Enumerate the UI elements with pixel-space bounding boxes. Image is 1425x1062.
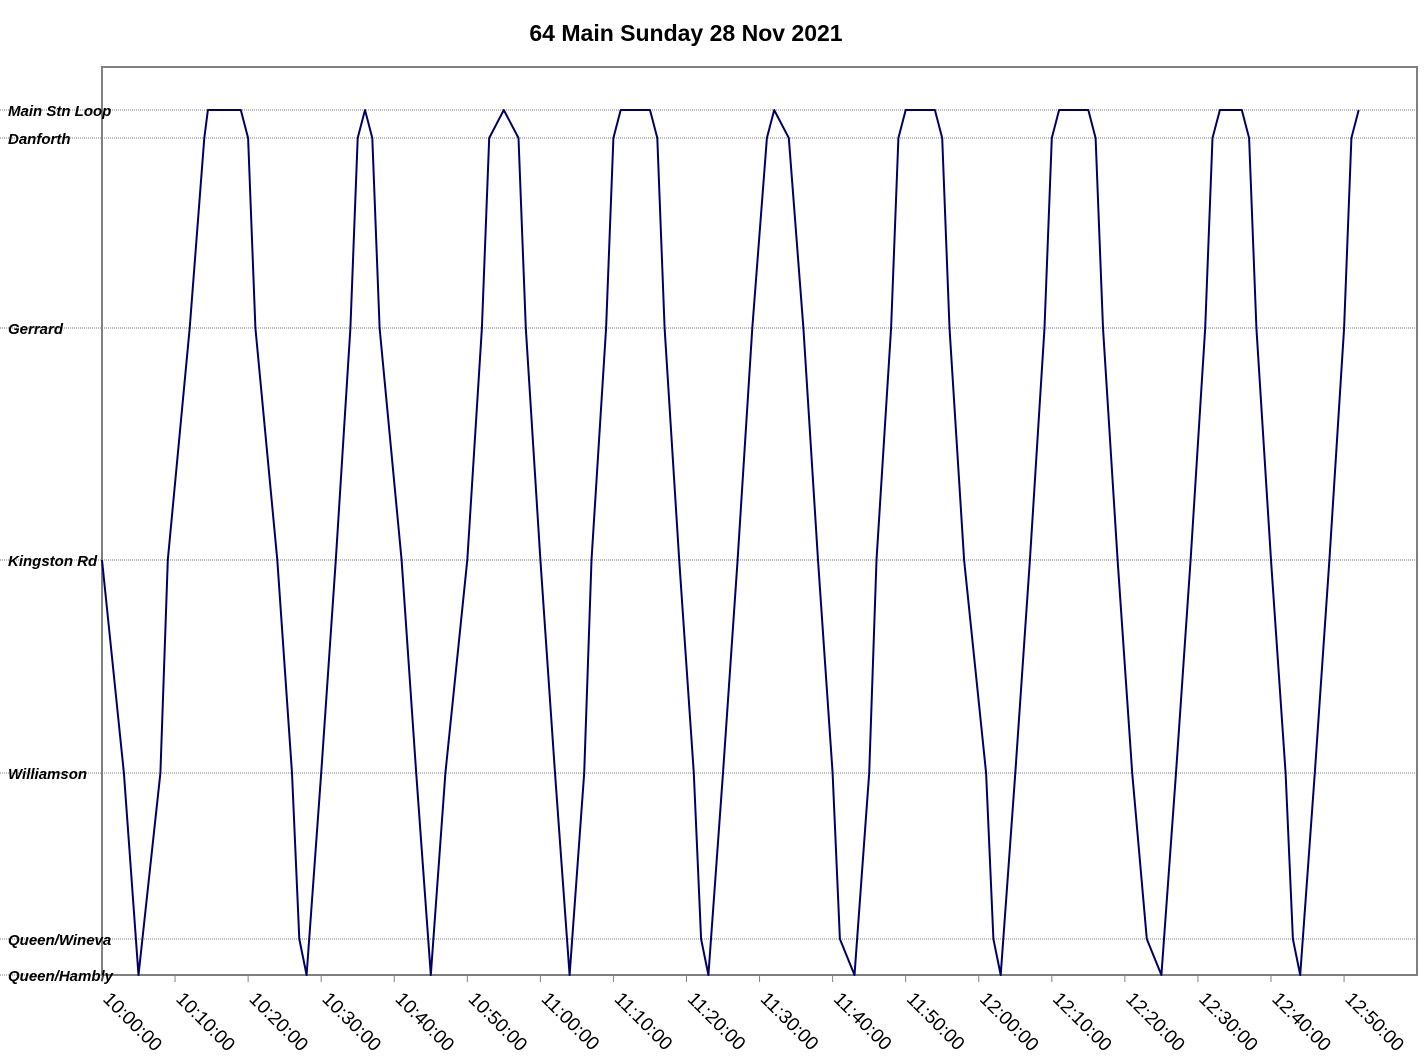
y-label-kingston-rd: Kingston Rd xyxy=(8,553,98,570)
x-tick-label: 11:00:00 xyxy=(537,989,603,1055)
y-label-gerrard: Gerrard xyxy=(8,321,64,338)
x-tick-label: 12:10:00 xyxy=(1048,989,1115,1056)
x-tick-label: 11:10:00 xyxy=(610,989,676,1055)
x-tick-label: 11:30:00 xyxy=(756,989,822,1055)
x-axis-ticks xyxy=(101,975,1345,982)
x-tick-label: 10:20:00 xyxy=(245,989,312,1056)
plot-frame xyxy=(101,66,1418,976)
x-axis-labels: 10:00:00 10:10:00 10:20:00 10:30:00 10:40:00… xyxy=(98,989,1407,1056)
x-tick-label: 11:20:00 xyxy=(683,989,749,1055)
x-tick-label: 12:40:00 xyxy=(1267,989,1334,1056)
y-label-queen-wineva: Queen/Wineva xyxy=(8,932,111,949)
x-tick-label: 11:50:00 xyxy=(902,989,968,1055)
x-tick-label: 10:10:00 xyxy=(172,989,239,1056)
y-label-williamson: Williamson xyxy=(8,766,87,783)
x-tick-label: 12:30:00 xyxy=(1194,989,1261,1056)
grid-lines xyxy=(0,109,1417,976)
x-tick-label: 10:50:00 xyxy=(464,989,531,1056)
x-tick-label: 12:50:00 xyxy=(1341,989,1408,1056)
x-tick-label: 10:00:00 xyxy=(98,989,165,1056)
x-tick-label: 10:40:00 xyxy=(391,989,458,1056)
series-line xyxy=(101,109,1360,976)
y-axis-labels: Main Stn Loop Danforth Gerrard Kingston Rd W… xyxy=(8,103,114,985)
y-label-queen-hambly: Queen/Hambly xyxy=(8,968,114,985)
y-label-danforth: Danforth xyxy=(8,131,71,148)
y-label-main-stn-loop: Main Stn Loop xyxy=(8,103,111,120)
x-tick-label: 12:00:00 xyxy=(975,989,1042,1056)
series-layer xyxy=(101,109,1360,976)
x-tick-label: 12:20:00 xyxy=(1121,989,1188,1056)
x-tick-label: 11:40:00 xyxy=(829,989,895,1055)
chart-title: 64 Main Sunday 28 Nov 2021 xyxy=(529,20,843,46)
x-tick-label: 10:30:00 xyxy=(318,989,385,1056)
